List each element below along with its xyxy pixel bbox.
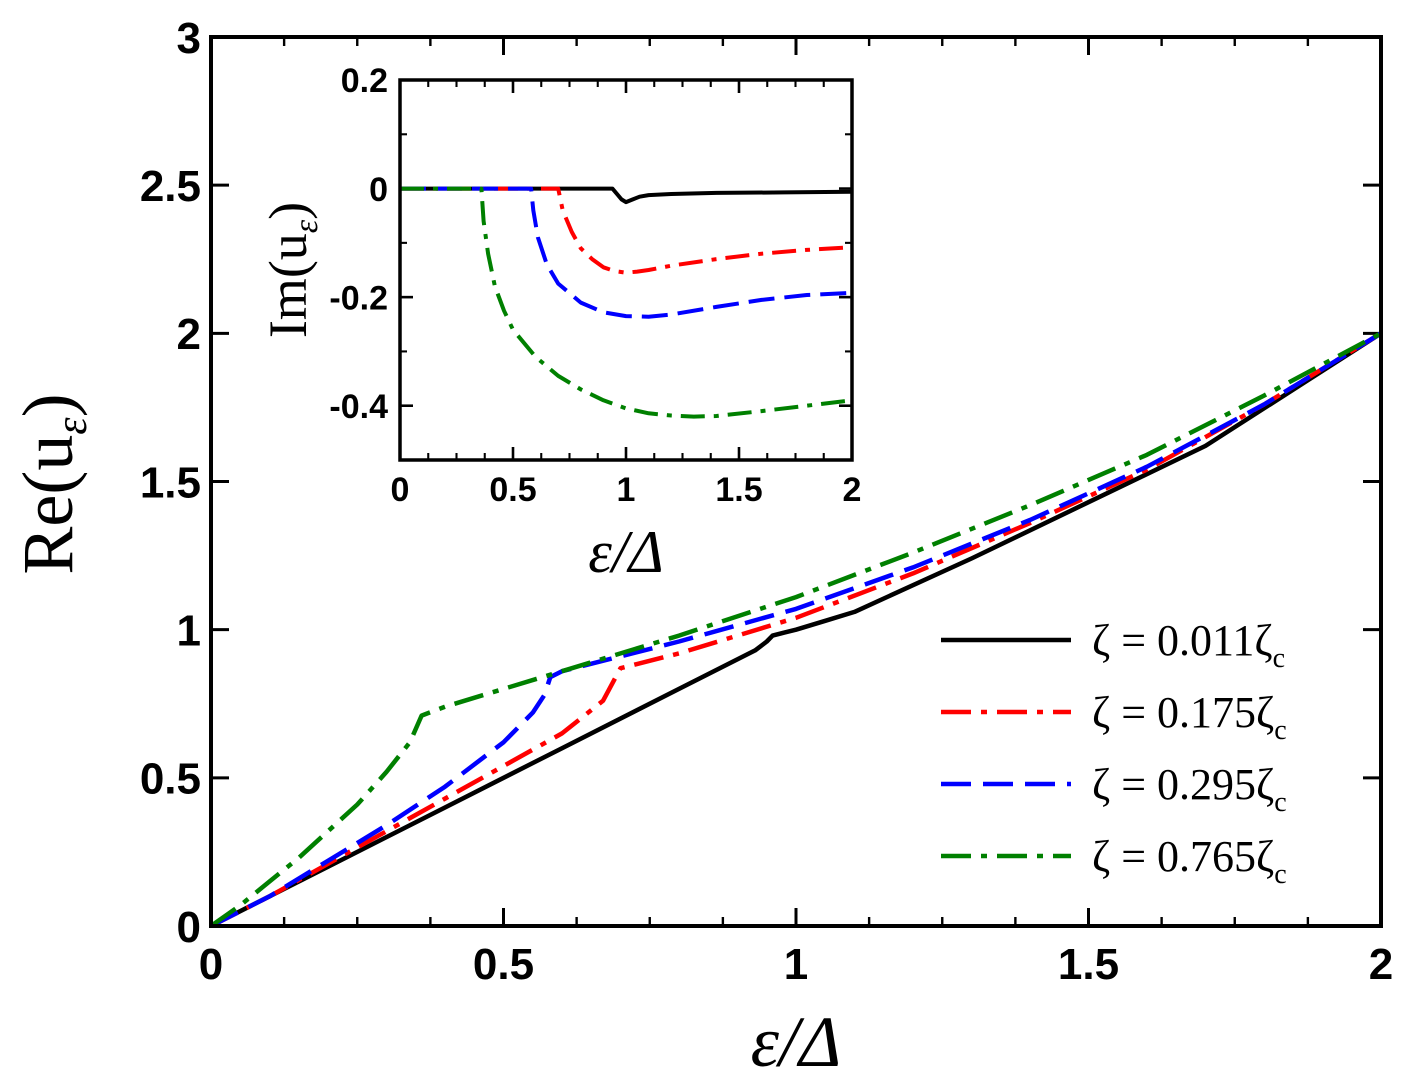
inset-series-line-3 xyxy=(400,186,853,319)
main-x-tick-label: 0 xyxy=(199,940,223,989)
inset-y-axis-title-main: Im(u xyxy=(258,233,318,338)
main-series-line-3 xyxy=(209,331,1383,929)
legend-label-3: ζ = 0.295ζc xyxy=(1092,760,1287,818)
inset-y-tick-label: -0.4 xyxy=(329,388,388,426)
main-y-axis-title-close: ) xyxy=(8,393,88,417)
main-y-tick-label: 1.5 xyxy=(140,458,201,507)
main-series-line-2 xyxy=(209,331,1383,929)
legend-label-4: ζ = 0.765ζc xyxy=(1092,832,1287,890)
main-y-tick-label: 0 xyxy=(177,903,201,952)
inset-y-axis-title: Im(uε) xyxy=(258,202,325,338)
inset-background xyxy=(400,80,852,460)
main-x-tick-label: 2 xyxy=(1369,940,1393,989)
inset-y-axis-title-subscript: ε xyxy=(288,219,325,233)
main-y-axis-title: Re(uε) xyxy=(8,393,96,574)
legend-label-subscript: c xyxy=(1273,643,1285,674)
legend-label-1: ζ = 0.011ζc xyxy=(1092,616,1285,674)
inset-y-tick-label: 0 xyxy=(369,171,388,209)
main-y-axis-title-main: Re(u xyxy=(8,435,88,575)
inset-y-tick-label: -0.2 xyxy=(329,279,388,317)
main-plot: 0 0.5 1 1.5 200.511.522.53 ε/Δ Re(uε) xyxy=(8,14,1393,1082)
main-plot-frame xyxy=(209,35,1383,928)
main-x-tick-label: 1 xyxy=(784,940,808,989)
legend-label-2: ζ = 0.175ζc xyxy=(1092,688,1287,746)
legend-label-subscript: c xyxy=(1274,715,1286,746)
main-y-tick-label: 0.5 xyxy=(140,755,201,804)
main-tick-labels: 0 0.5 1 1.5 2 0 0.5 1 1.5 2 2.5 3 xyxy=(140,14,1393,989)
inset-tick-labels: 0 0.5 1 1.5 2 -0.4 -0.2 0 0.2 xyxy=(329,62,861,509)
legend-label-text: ζ = 0.011ζ xyxy=(1092,616,1273,665)
inset-x-tick-label: 1.5 xyxy=(715,471,762,509)
legend-label-subscript: c xyxy=(1274,859,1286,890)
main-x-axis-title: ε/Δ xyxy=(751,1002,842,1082)
legend-label-text: ζ = 0.765ζ xyxy=(1092,832,1274,881)
inset-series-line-1 xyxy=(400,186,853,205)
inset-plot: 0 0.5 1 1.5 2 -0.4 -0.2 0 0.2 ε/Δ Im(uε) xyxy=(258,62,861,585)
main-y-tick-label: 2 xyxy=(177,310,201,359)
inset-x-tick-label: 1 xyxy=(617,471,636,509)
inset-y-axis-title-close: ) xyxy=(258,202,318,220)
main-x-tick-label: 1.5 xyxy=(1058,940,1119,989)
main-series-line-1 xyxy=(209,331,1383,929)
main-y-tick-label: 2.5 xyxy=(140,162,201,211)
legend-label-text: ζ = 0.175ζ xyxy=(1092,688,1274,737)
legend-label-subscript: c xyxy=(1274,787,1286,818)
inset-plot-frame xyxy=(398,78,854,462)
main-y-axis-title-subscript: ε xyxy=(47,417,96,435)
inset-y-tick-label: 0.2 xyxy=(341,62,388,100)
inset-x-tick-label: 2 xyxy=(843,471,862,509)
inset-series xyxy=(400,186,853,419)
inset-x-axis-title: ε/Δ xyxy=(588,519,664,585)
inset-x-tick-label: 0 xyxy=(391,471,410,509)
legend-label-text: ζ = 0.295ζ xyxy=(1092,760,1274,809)
main-series xyxy=(209,331,1383,929)
main-y-tick-label: 3 xyxy=(177,14,201,63)
inset-series-line-4 xyxy=(400,186,853,419)
inset-series-line-2 xyxy=(400,186,853,275)
inset-x-tick-label: 0.5 xyxy=(489,471,536,509)
main-x-tick-label: 0.5 xyxy=(473,940,534,989)
main-y-tick-label: 1 xyxy=(177,607,201,656)
